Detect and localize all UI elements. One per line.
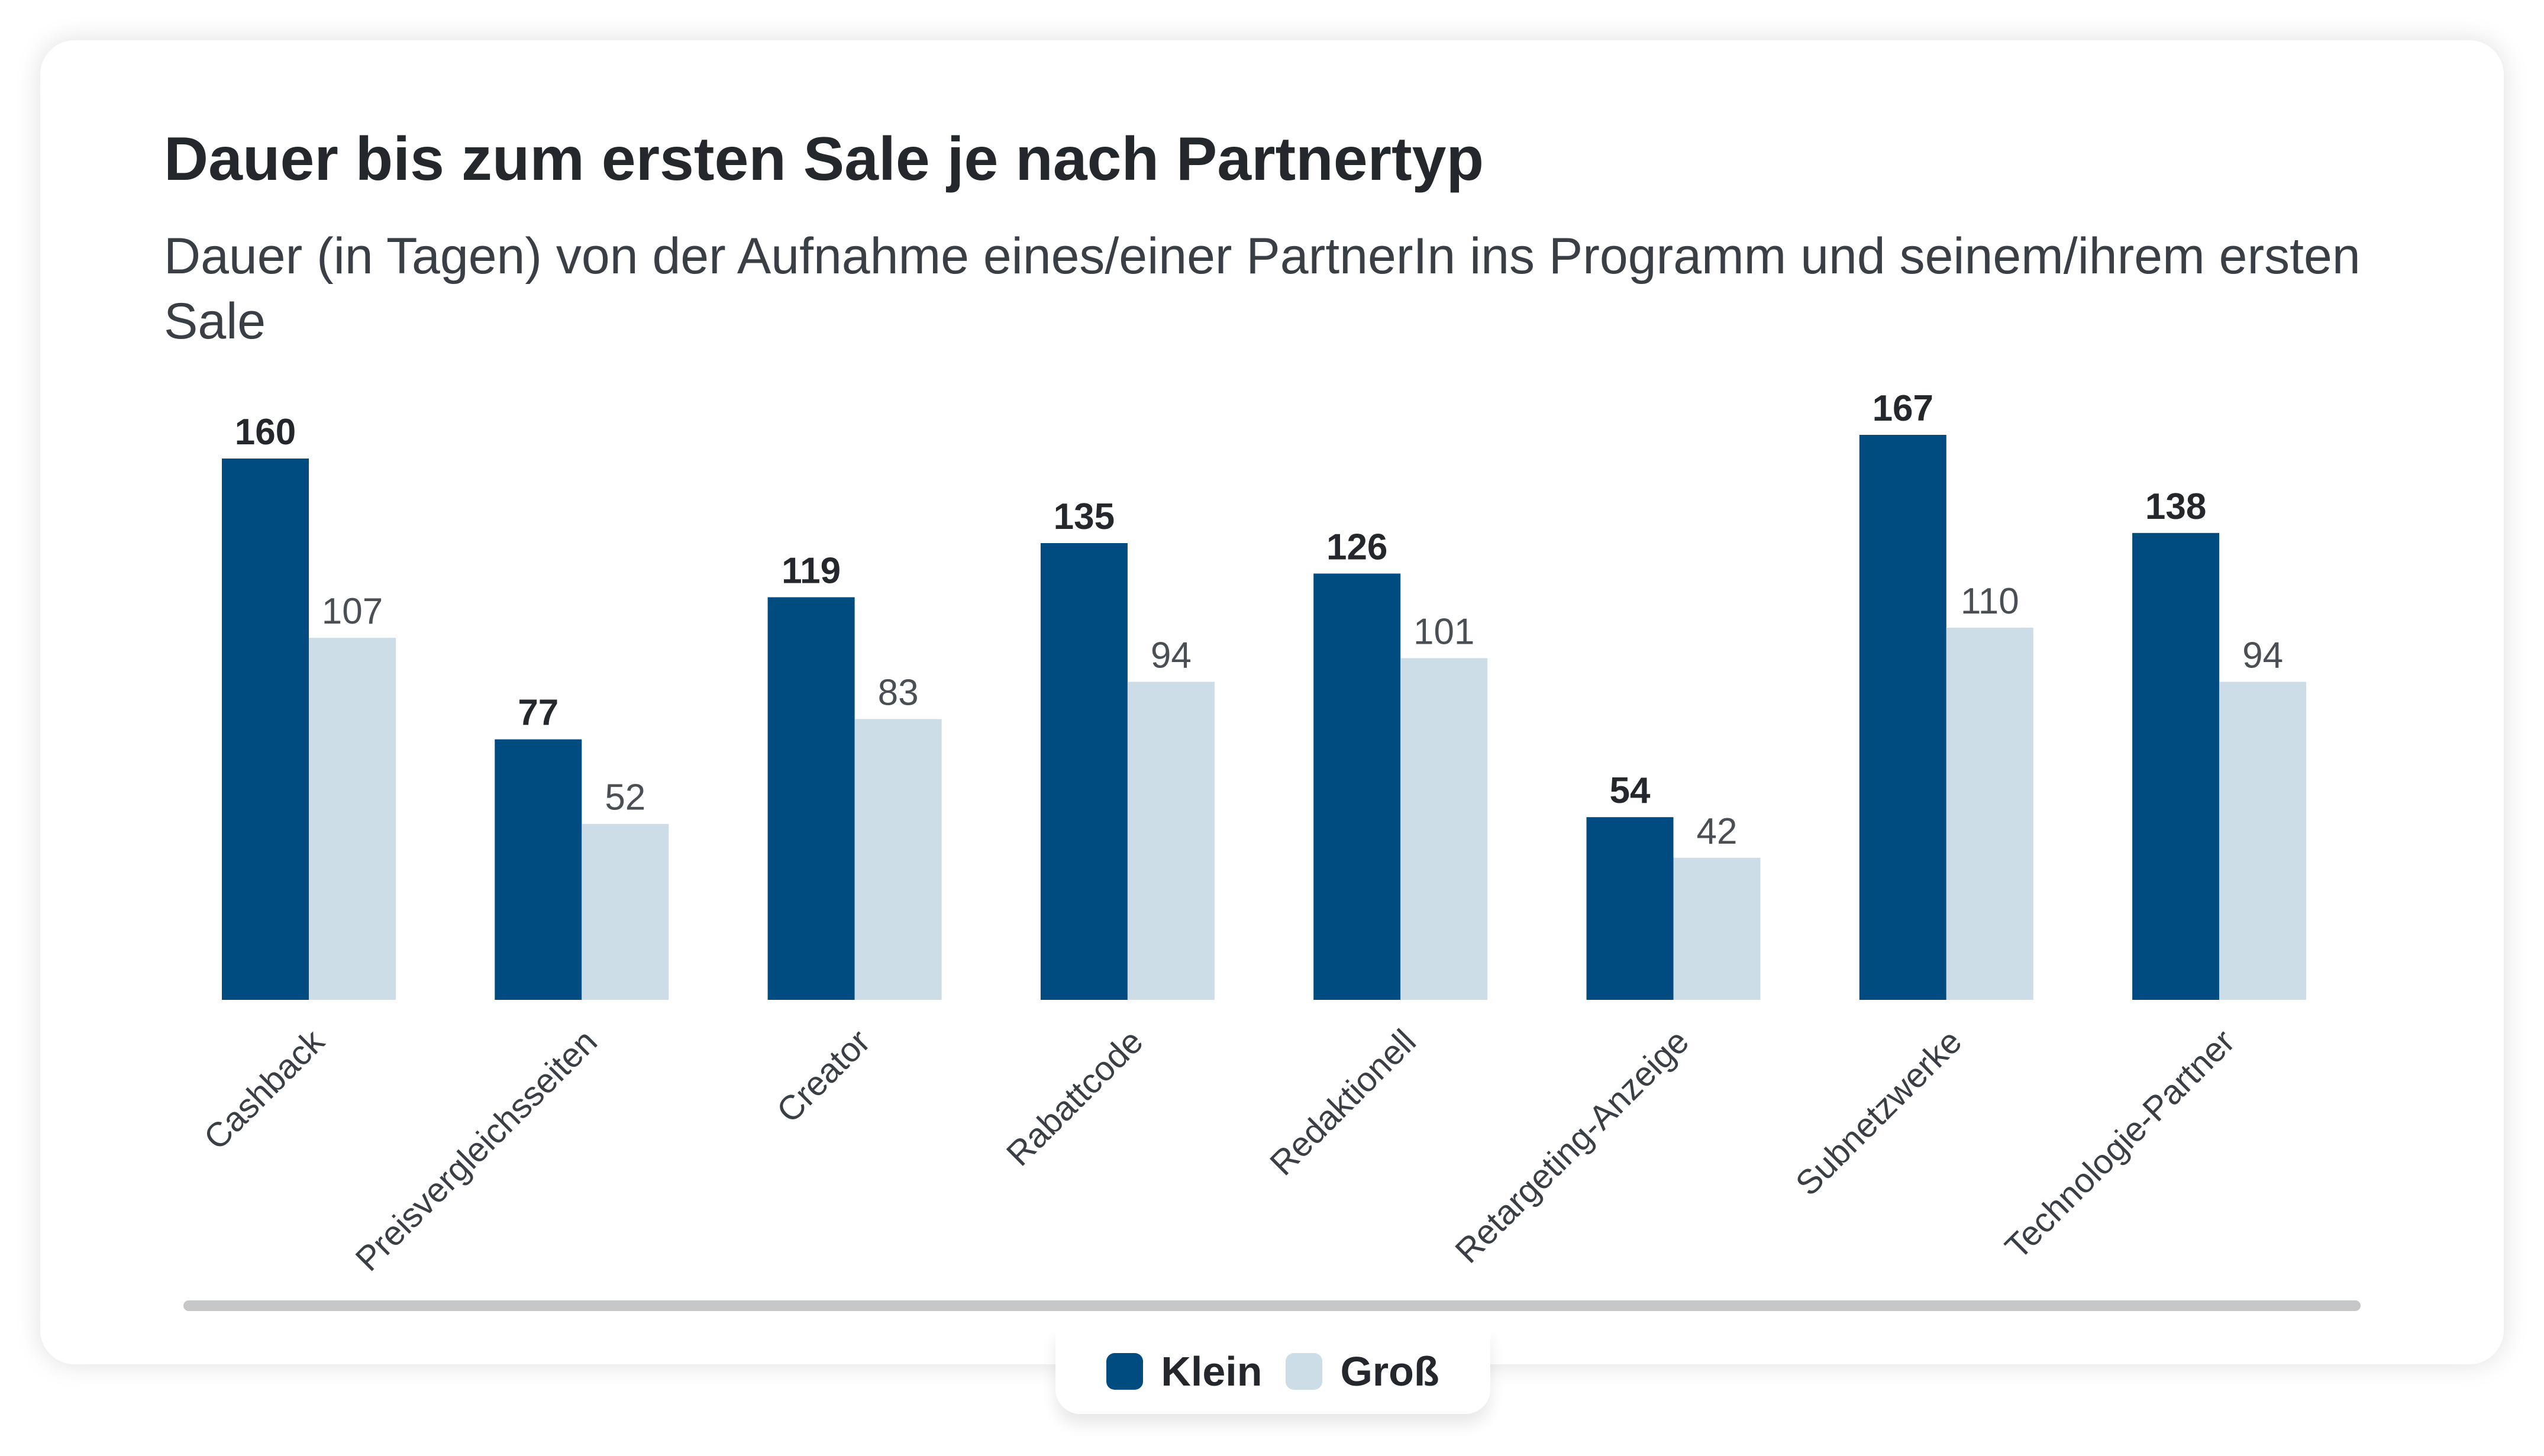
bar-klein-retargeting-anzeige[interactable] [1586, 817, 1674, 1000]
x-tick-label-creator: Creator [769, 1022, 877, 1131]
bar-gross-rabattcode[interactable] [1127, 682, 1215, 1000]
legend-item-gross[interactable]: Groß [1286, 1348, 1439, 1395]
bar-gross-retargeting-anzeige[interactable] [1673, 857, 1761, 1000]
chart-card [40, 40, 2504, 1364]
legend-swatch-klein [1106, 1353, 1144, 1390]
bar-klein-creator[interactable] [767, 597, 855, 1000]
bar-klein-preisvergleichsseiten[interactable] [495, 739, 582, 1000]
value-label-klein-rabattcode: 135 [1054, 496, 1115, 537]
chart-subtitle: Dauer (in Tagen) von der Aufnahme eines/… [164, 228, 2361, 350]
category-labels-layer: Cashback Preisvergleichsseiten Creator Raba… [196, 1022, 2242, 1279]
x-tick-label-preisvergleichsseiten: Preisvergleichsseiten [348, 1022, 604, 1279]
x-tick-label-retargeting-anzeige: Retargeting-Anzeige [1448, 1022, 1696, 1271]
value-label-klein-redaktionell: 126 [1326, 527, 1387, 567]
x-tick-label-subnetzwerke: Subnetzwerke [1788, 1022, 1970, 1203]
bar-gross-preisvergleichsseiten[interactable] [582, 824, 669, 1000]
bar-gross-creator[interactable] [854, 719, 942, 1000]
bar-klein-technologie-partner[interactable] [2132, 532, 2220, 1000]
bars-layer [222, 435, 2307, 1000]
bar-klein-cashback[interactable] [222, 459, 309, 1000]
value-label-klein-technologie-partner: 138 [2145, 486, 2206, 527]
value-label-gross-creator: 83 [878, 672, 919, 713]
x-tick-label-redaktionell: Redaktionell [1263, 1022, 1423, 1183]
value-label-gross-subnetzwerke: 110 [1961, 581, 2019, 622]
legend-label-klein: Klein [1161, 1348, 1263, 1394]
bar-gross-subnetzwerke[interactable] [1946, 627, 2033, 1000]
x-tick-label-rabattcode: Rabattcode [999, 1022, 1151, 1174]
bar-klein-rabattcode[interactable] [1040, 543, 1128, 1000]
value-label-gross-technologie-partner: 94 [2242, 635, 2283, 676]
bar-gross-cashback[interactable] [309, 638, 396, 1000]
legend-swatch-gross [1286, 1353, 1323, 1390]
legend-item-klein[interactable]: Klein [1106, 1348, 1262, 1395]
value-label-gross-cashback: 107 [322, 591, 383, 632]
chart-title: Dauer bis zum ersten Sale je nach Partne… [164, 125, 1484, 193]
value-label-klein-retargeting-anzeige: 54 [1610, 770, 1651, 811]
value-label-klein-subnetzwerke: 167 [1873, 388, 1933, 429]
value-label-gross-rabattcode: 94 [1151, 635, 1192, 676]
x-tick-label-cashback: Cashback [196, 1022, 332, 1157]
value-label-gross-redaktionell: 101 [1413, 611, 1474, 652]
value-label-klein-creator: 119 [782, 550, 841, 591]
legend-label-gross: Groß [1340, 1348, 1439, 1394]
value-label-gross-retargeting-anzeige: 42 [1697, 811, 1738, 852]
value-labels-layer: 160 107 77 52 119 83 135 94 126 101 54 42 167 110 138 9… [235, 388, 2283, 852]
value-label-klein-preisvergleichsseiten: 77 [518, 693, 558, 734]
chart-legend: Klein Groß [1055, 1329, 1490, 1414]
bar-gross-redaktionell[interactable] [1400, 658, 1488, 1000]
horizontal-scrollbar[interactable] [183, 1300, 2361, 1311]
bar-gross-technologie-partner[interactable] [2219, 682, 2307, 1000]
value-label-gross-preisvergleichsseiten: 52 [605, 777, 645, 818]
bar-klein-redaktionell[interactable] [1313, 573, 1401, 1000]
x-tick-label-technologie-partner: Technologie-Partner [1998, 1022, 2242, 1267]
value-label-klein-cashback: 160 [235, 412, 296, 453]
bar-klein-subnetzwerke[interactable] [1859, 435, 1946, 1000]
